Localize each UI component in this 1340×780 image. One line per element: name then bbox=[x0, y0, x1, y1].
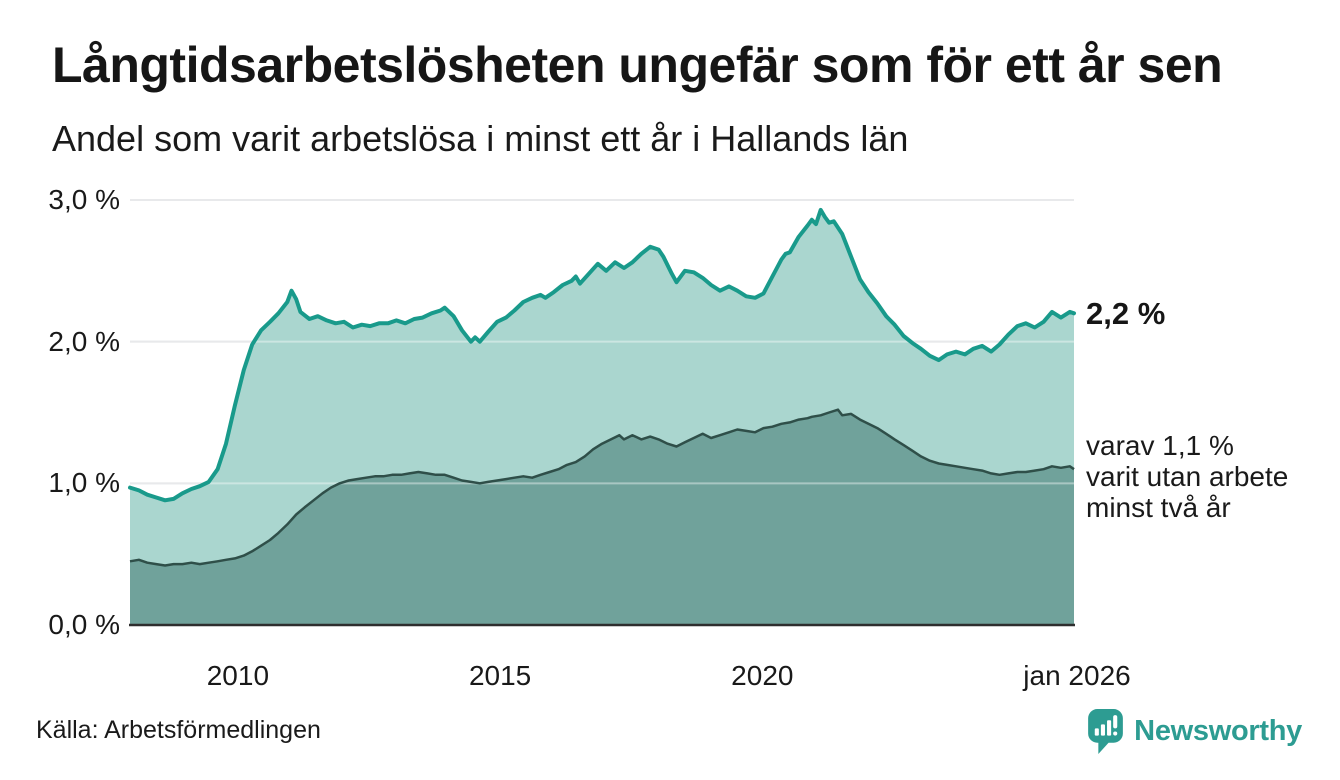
annotation-current-value: 2,2 % bbox=[1086, 296, 1166, 331]
brand-name: Newsworthy bbox=[1134, 715, 1302, 747]
source-text: Källa: Arbetsförmedlingen bbox=[36, 716, 321, 744]
annotation-two-year-value: varav 1,1 % varit utan arbete minst två … bbox=[1086, 430, 1289, 523]
chart-subtitle: Andel som varit arbetslösa i minst ett å… bbox=[52, 118, 909, 159]
y-tick-label: 2,0 % bbox=[48, 325, 120, 357]
page-title: Långtidsarbetslösheten ungefär som för e… bbox=[52, 37, 1223, 93]
y-tick-label: 1,0 % bbox=[48, 467, 120, 499]
area-two-year bbox=[130, 409, 1074, 625]
y-tick-label: 3,0 % bbox=[48, 184, 120, 215]
x-tick-label: jan 2026 bbox=[1023, 660, 1131, 691]
x-tick-label: 2020 bbox=[731, 660, 794, 691]
newsworthy-bubble-chart-icon bbox=[1087, 708, 1124, 755]
x-tick-label: 2010 bbox=[206, 660, 270, 691]
brand-lockup: Newsworthy bbox=[1087, 708, 1302, 755]
line-total bbox=[128, 207, 1076, 503]
line-two-year bbox=[129, 408, 1075, 567]
y-tick-label: 0,0 % bbox=[48, 609, 120, 640]
x-tick-label: 2015 bbox=[468, 660, 532, 691]
